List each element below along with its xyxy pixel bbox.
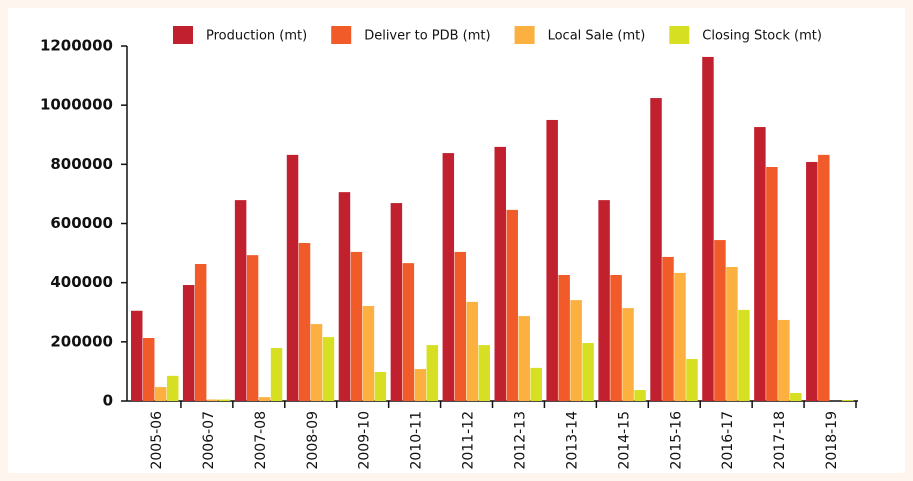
bar xyxy=(310,324,323,401)
bar xyxy=(338,192,351,401)
bar xyxy=(738,309,750,401)
bar xyxy=(546,119,558,401)
bar xyxy=(622,308,634,401)
bar xyxy=(582,343,594,401)
x-tick-label: 2016-17 xyxy=(720,411,736,470)
x-tick-label: 2006-07 xyxy=(201,411,217,470)
bar xyxy=(598,200,610,401)
legend-swatch xyxy=(173,26,193,44)
y-tick-label: 200000 xyxy=(50,332,113,350)
bar xyxy=(466,301,479,401)
bar xyxy=(506,209,518,401)
legend-label: Local Sale (mt) xyxy=(548,29,646,44)
bar xyxy=(206,399,219,401)
x-tick-label: 2008-09 xyxy=(305,411,321,470)
bar xyxy=(362,306,375,401)
x-tick-label: 2007-08 xyxy=(253,411,269,470)
bar xyxy=(634,390,646,401)
bar xyxy=(754,127,766,401)
bar xyxy=(402,263,415,401)
bar xyxy=(258,397,271,401)
bar xyxy=(478,345,490,401)
x-tick-label: 2017-18 xyxy=(772,411,788,470)
bar xyxy=(558,274,570,401)
bar xyxy=(842,400,854,401)
bar xyxy=(686,358,698,401)
bar xyxy=(518,316,530,401)
bar xyxy=(650,98,662,402)
x-tick-label: 2009-10 xyxy=(357,411,373,470)
bar xyxy=(414,369,427,401)
y-tick-label: 1000000 xyxy=(40,96,113,114)
bar xyxy=(806,161,818,401)
bar xyxy=(818,154,830,401)
bar xyxy=(350,251,363,401)
legend-swatch xyxy=(669,26,690,44)
bar xyxy=(726,266,738,401)
x-tick-label: 2018-19 xyxy=(824,411,840,470)
y-tick-label: 1200000 xyxy=(40,37,113,55)
bar xyxy=(454,251,467,401)
x-tick-label: 2011-12 xyxy=(461,411,477,470)
y-tick-label: 600000 xyxy=(50,214,113,232)
bar xyxy=(374,372,387,401)
bar xyxy=(166,375,179,401)
legend-swatch xyxy=(514,26,535,44)
bar xyxy=(154,387,167,401)
x-tick-label: 2015-16 xyxy=(668,411,684,470)
x-tick-label: 2013-14 xyxy=(564,411,580,470)
bar xyxy=(662,256,674,401)
legend-label: Production (mt) xyxy=(206,29,307,44)
bar xyxy=(494,146,506,401)
bar xyxy=(702,56,714,402)
bar xyxy=(131,310,143,401)
bar xyxy=(218,399,231,401)
y-tick-label: 800000 xyxy=(50,155,113,173)
bar xyxy=(766,166,778,401)
bar xyxy=(298,243,311,401)
bar xyxy=(322,337,335,401)
bar xyxy=(286,154,299,401)
x-tick-label: 2014-15 xyxy=(616,411,632,470)
bar xyxy=(270,348,283,401)
bar xyxy=(610,274,622,401)
bar xyxy=(426,345,439,401)
bar xyxy=(246,255,259,401)
bar xyxy=(442,153,455,401)
legend-swatch xyxy=(331,26,352,44)
bar xyxy=(778,319,790,401)
bar xyxy=(714,240,726,401)
bar xyxy=(390,203,403,401)
bar xyxy=(530,367,542,401)
bar xyxy=(182,285,195,401)
y-tick-label: 0 xyxy=(103,392,113,410)
x-tick-label: 2010-11 xyxy=(409,411,425,470)
bar xyxy=(570,300,582,401)
legend-label: Deliver to PDB (mt) xyxy=(364,29,490,44)
x-tick-label: 2012-13 xyxy=(512,411,528,470)
y-tick-label: 400000 xyxy=(50,273,113,291)
legend-label: Closing Stock (mt) xyxy=(702,29,822,44)
bar xyxy=(674,272,686,401)
x-tick-label: 2005-06 xyxy=(149,411,165,470)
bar xyxy=(790,393,802,401)
bar xyxy=(234,200,247,401)
bar xyxy=(194,264,207,401)
bar xyxy=(142,337,155,401)
